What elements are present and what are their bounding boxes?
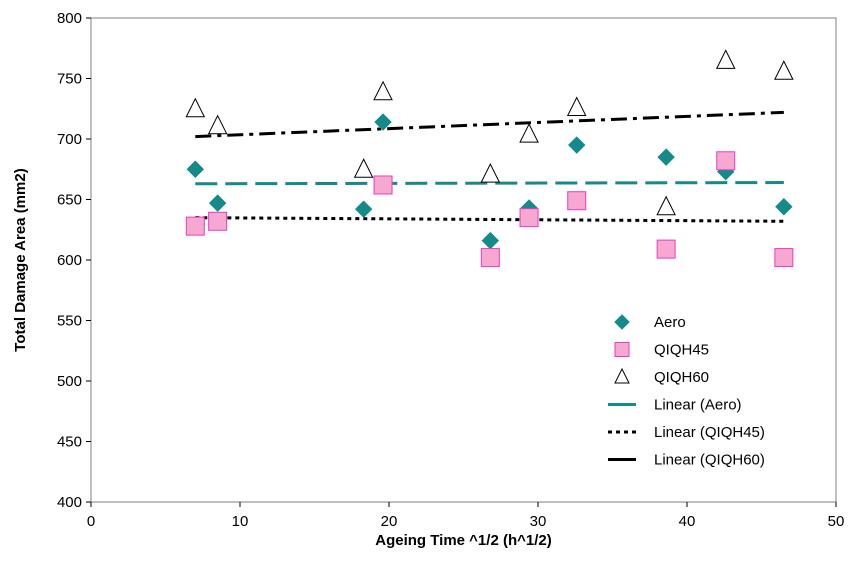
x-axis-title: Ageing Time ^1/2 (h^1/2) bbox=[375, 532, 551, 549]
y-tick-label: 650 bbox=[57, 192, 82, 209]
legend-label-aero: Aero bbox=[654, 314, 686, 331]
qiqh45-point bbox=[208, 211, 228, 231]
x-tick-label: 0 bbox=[87, 513, 95, 530]
legend: Aero QIQH45 QIQH60 Linear (Aero) Linear (QIQ… bbox=[608, 314, 765, 469]
qiqh45-point bbox=[480, 248, 500, 268]
x-tick-label: 50 bbox=[828, 513, 845, 530]
qiqh60-point bbox=[480, 162, 501, 183]
trendlines bbox=[195, 110, 784, 223]
qiqh45-point bbox=[774, 248, 794, 268]
legend-label-linear-aero: Linear (Aero) bbox=[654, 397, 742, 414]
qiqh45-point bbox=[185, 216, 205, 236]
aero-point bbox=[208, 194, 227, 212]
qiqh60-point bbox=[207, 114, 228, 135]
legend-label-linear-qiqh60: Linear (QIQH60) bbox=[654, 452, 765, 469]
qiqh60-point bbox=[519, 123, 539, 143]
aero-point bbox=[186, 160, 205, 178]
qiqh60-point bbox=[353, 158, 374, 178]
legend-swatch-qiqh60 bbox=[614, 367, 630, 384]
y-tick-label: 600 bbox=[57, 252, 82, 269]
qiqh45-point bbox=[373, 175, 393, 195]
aero-point bbox=[775, 198, 793, 216]
markers bbox=[185, 49, 794, 268]
legend-swatch-aero bbox=[614, 314, 630, 330]
qiqh60-point bbox=[373, 80, 393, 101]
qiqh60-point bbox=[774, 60, 794, 80]
trendline-linear-qiqh45 bbox=[195, 216, 784, 223]
legend-label-linear-qiqh45: Linear (QIQH45) bbox=[654, 424, 765, 441]
y-tick-label: 700 bbox=[57, 131, 82, 148]
x-tick-label: 40 bbox=[679, 513, 696, 530]
y-tick-label: 800 bbox=[57, 10, 82, 27]
qiqh60-point bbox=[656, 195, 676, 216]
qiqh60-point bbox=[715, 49, 736, 69]
y-tick-label: 450 bbox=[57, 434, 82, 451]
aero-point bbox=[374, 113, 392, 131]
aero-point bbox=[354, 200, 373, 218]
axes: 0 10 20 30 40 50 400 450 500 550 600 650 700 750 800 bbox=[57, 10, 844, 530]
y-tick-label: 500 bbox=[57, 373, 82, 390]
y-axis-title: Total Damage Area (mm2) bbox=[12, 168, 29, 351]
qiqh45-point bbox=[656, 239, 676, 259]
trendline-linear-qiqh60 bbox=[195, 110, 784, 139]
trendline-linear-aero bbox=[195, 181, 784, 186]
y-tick-label: 400 bbox=[57, 494, 82, 511]
x-tick-label: 30 bbox=[530, 513, 547, 530]
qiqh60-point bbox=[566, 96, 587, 117]
legend-label-qiqh60: QIQH60 bbox=[654, 369, 709, 386]
x-tick-label: 20 bbox=[381, 513, 398, 530]
x-tick-label: 10 bbox=[232, 513, 249, 530]
y-tick-label: 550 bbox=[57, 313, 82, 330]
qiqh45-point bbox=[716, 151, 736, 171]
aero-point bbox=[568, 136, 586, 154]
qiqh60-point bbox=[185, 97, 206, 118]
y-tick-label: 750 bbox=[57, 71, 82, 88]
legend-swatch-qiqh45 bbox=[614, 342, 630, 357]
legend-label-qiqh45: QIQH45 bbox=[654, 342, 709, 359]
aero-point bbox=[481, 231, 500, 250]
qiqh45-point bbox=[567, 191, 587, 211]
aero-point bbox=[657, 148, 675, 166]
qiqh45-point bbox=[519, 208, 539, 228]
